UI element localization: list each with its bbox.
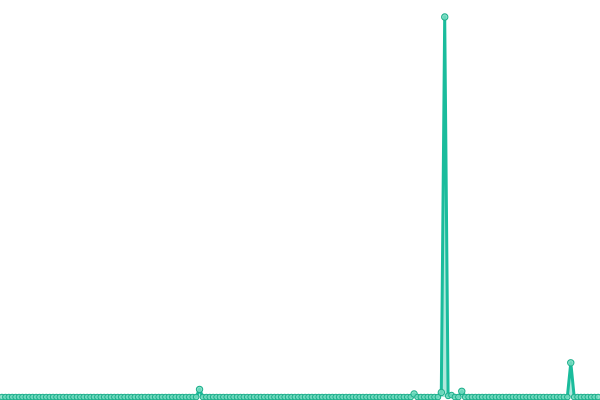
data-point bbox=[455, 393, 462, 400]
data-points bbox=[0, 13, 600, 400]
data-point bbox=[567, 359, 575, 367]
data-point bbox=[192, 393, 200, 400]
data-point bbox=[437, 388, 446, 397]
data-point bbox=[458, 387, 466, 395]
data-point bbox=[564, 393, 571, 400]
data-point bbox=[594, 393, 600, 400]
data-point bbox=[195, 385, 204, 394]
series-area bbox=[2, 17, 598, 397]
data-point bbox=[441, 13, 449, 21]
series-line bbox=[2, 15, 598, 399]
